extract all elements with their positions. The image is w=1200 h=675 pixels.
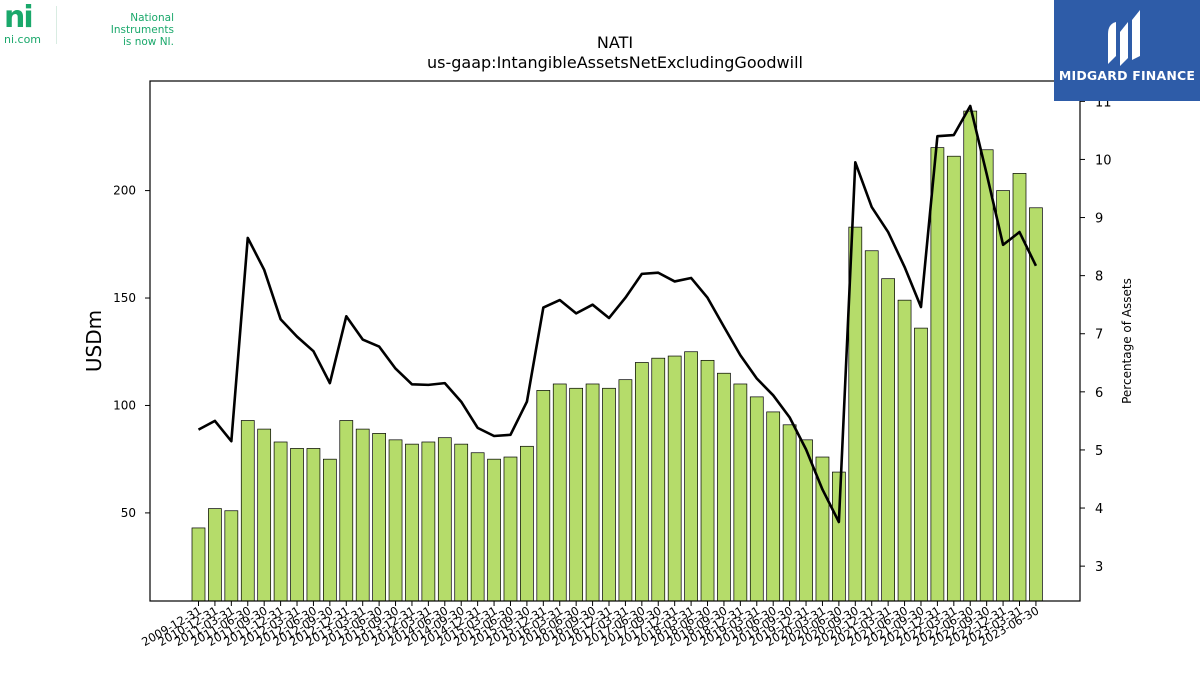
y2-tick-label: 7 [1095, 328, 1103, 343]
bar [634, 362, 649, 602]
bar [667, 355, 682, 602]
bar [766, 411, 781, 602]
ni-logo-divider [56, 6, 57, 44]
bar [437, 437, 452, 602]
bar [208, 508, 222, 602]
bar [979, 149, 994, 602]
bar [503, 456, 518, 602]
bar [323, 458, 337, 602]
bar [454, 443, 469, 602]
y2-tick-label: 8 [1095, 270, 1103, 285]
bar [569, 387, 584, 602]
bar [355, 428, 370, 602]
bar [240, 420, 255, 602]
y-tick-label: 150 [113, 291, 136, 305]
bar [749, 396, 764, 602]
bar [1029, 207, 1043, 602]
y2-tick-label: 4 [1095, 502, 1103, 517]
bar [897, 299, 912, 602]
y-axis-label: USDm [82, 310, 106, 372]
bar [881, 278, 895, 602]
y2-tick-label: 6 [1095, 386, 1103, 401]
y2-axis-label: Percentage of Assets [1120, 278, 1134, 404]
bar [930, 147, 945, 602]
ni-tagline-line2: is now NI. [122, 36, 174, 48]
y2-tick-label: 3 [1095, 560, 1103, 575]
bar [273, 441, 288, 602]
y-axis-ticks: 50 100 150 200 [113, 184, 150, 520]
bar [388, 439, 403, 602]
y2-tick-label: 9 [1095, 212, 1103, 227]
chart-title: NATI [597, 33, 633, 52]
bar [552, 383, 567, 602]
x-axis-ticks: 2009-12-312010-12-312011-03-312011-06-30… [139, 601, 1041, 649]
y-tick-label: 100 [113, 398, 136, 412]
line-path [197, 104, 1038, 524]
bar [864, 250, 879, 602]
ni-logo: ni ni.com National Instruments is now NI… [4, 0, 194, 49]
bar [963, 110, 978, 602]
bar [618, 379, 633, 602]
bar [536, 390, 551, 602]
line-series [197, 104, 1038, 524]
bar [487, 458, 501, 602]
bar [421, 441, 436, 602]
bar [372, 433, 386, 602]
ni-logo-mark: ni [4, 0, 34, 35]
ni-tagline-line1: National Instruments [110, 12, 174, 36]
bar [602, 387, 616, 602]
bar [651, 357, 666, 602]
ni-logo-url: ni.com [4, 33, 42, 46]
bar [191, 527, 206, 602]
y-tick-label: 200 [113, 184, 136, 198]
y2-tick-label: 10 [1095, 153, 1112, 168]
bar [733, 383, 748, 602]
bar [306, 448, 321, 602]
chart-subtitle: us-gaap:IntangibleAssetsNetExcludingGood… [427, 53, 803, 72]
bar [405, 443, 419, 602]
midgard-logo-icon [1108, 10, 1140, 66]
plot-frame [149, 80, 1081, 602]
y2-tick-label: 5 [1095, 444, 1103, 459]
midgard-finance-badge: MIDGARD FINANCE [1054, 0, 1200, 101]
bar [717, 372, 731, 602]
bar [946, 155, 961, 602]
bar [339, 420, 354, 602]
bar [832, 471, 846, 602]
bar [257, 428, 272, 602]
bar [684, 351, 698, 602]
bar [700, 359, 715, 602]
bar [224, 510, 239, 602]
bar [799, 439, 813, 602]
ni-logo-tagline: National Instruments is now NI. [66, 12, 174, 48]
bar-series [191, 110, 1043, 602]
bar [914, 327, 928, 602]
bar [520, 445, 534, 602]
bar [996, 190, 1010, 602]
y-tick-label: 50 [121, 506, 136, 520]
bar [585, 383, 600, 602]
bar [1012, 173, 1027, 602]
bar [470, 452, 485, 602]
badge-label: MIDGARD FINANCE [1058, 68, 1196, 83]
bar [782, 424, 797, 602]
bar [290, 448, 304, 602]
